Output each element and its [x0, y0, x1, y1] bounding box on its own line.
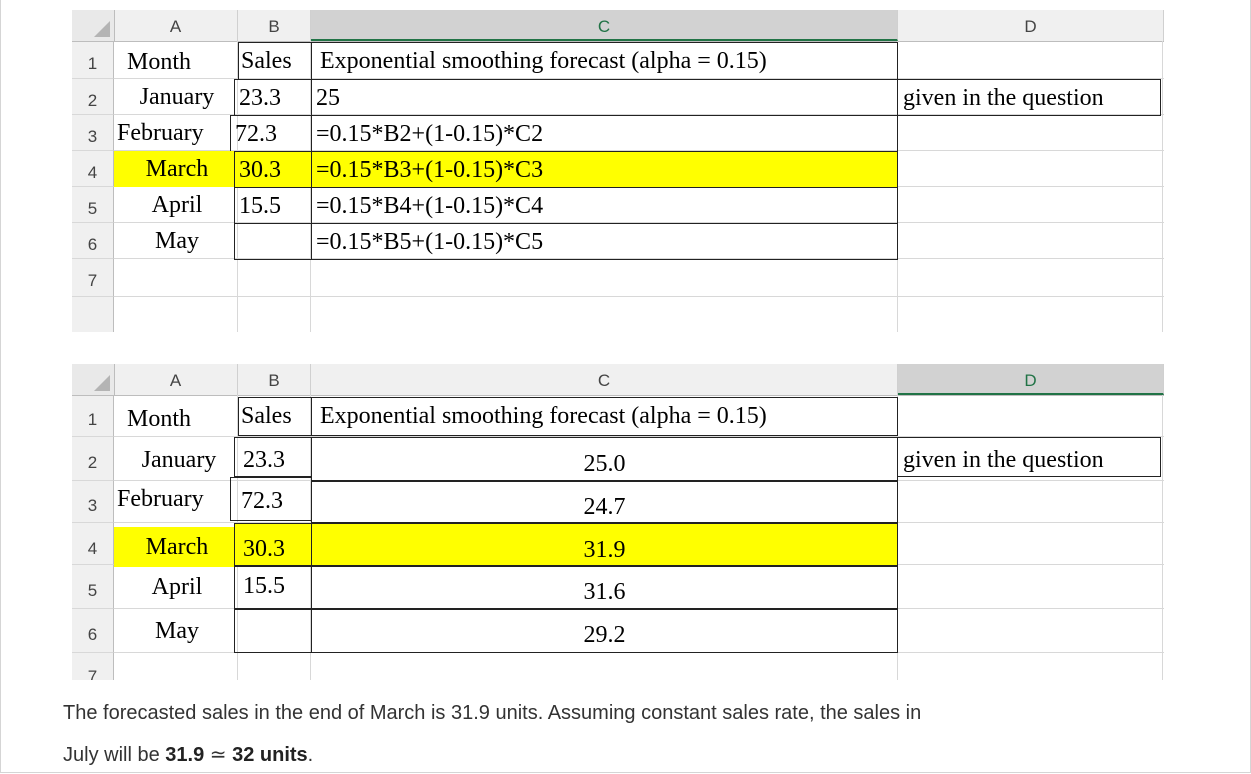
- column-header-a[interactable]: A: [114, 10, 238, 41]
- cell-b1[interactable]: Sales: [238, 42, 312, 80]
- row-header-2[interactable]: 2: [72, 79, 114, 115]
- cell-b6[interactable]: [234, 609, 312, 653]
- cell-b3[interactable]: 72.3: [230, 477, 312, 521]
- explanation-line-2: July will be 31.9 ≃ 32 units.: [63, 742, 313, 767]
- gridline: [114, 436, 1164, 437]
- cell-a3[interactable]: February: [117, 486, 204, 512]
- row-header-4[interactable]: 4: [72, 151, 114, 187]
- cell-c3[interactable]: =0.15*B2+(1-0.15)*C2: [311, 115, 898, 152]
- cell-a1[interactable]: Month: [127, 49, 192, 75]
- rounded-value: 32 units: [232, 744, 308, 766]
- row-header-6[interactable]: 6: [72, 609, 114, 653]
- column-header-b[interactable]: B: [238, 364, 311, 395]
- approx-sign: ≃: [204, 744, 233, 766]
- cell-a1[interactable]: Month: [127, 406, 192, 432]
- cell-a5[interactable]: April: [151, 574, 203, 600]
- cell-c2[interactable]: 25: [311, 79, 898, 116]
- row-header-1[interactable]: 1: [72, 396, 114, 437]
- cell-c1[interactable]: Exponential smoothing forecast (alpha = …: [311, 42, 898, 80]
- row-header-6[interactable]: 6: [72, 223, 114, 259]
- cell-a6[interactable]: May: [155, 618, 199, 644]
- select-all-corner[interactable]: [72, 10, 115, 41]
- forecast-value: 31.9: [165, 744, 205, 766]
- row-header-1[interactable]: 1: [72, 42, 114, 79]
- select-all-triangle-icon: [94, 375, 110, 391]
- cell-d2[interactable]: given in the question: [897, 79, 1161, 116]
- row-header-5[interactable]: 5: [72, 565, 114, 609]
- row-header-3[interactable]: 3: [72, 481, 114, 523]
- cell-b5[interactable]: 15.5: [234, 565, 312, 609]
- cell-d2[interactable]: given in the question: [897, 437, 1161, 477]
- cell-b6[interactable]: [234, 223, 312, 260]
- row-header-7[interactable]: 7: [72, 653, 114, 680]
- cell-c5[interactable]: 31.6: [311, 565, 898, 609]
- select-all-corner[interactable]: [72, 364, 115, 395]
- cell-c4[interactable]: =0.15*B3+(1-0.15)*C3: [311, 151, 898, 188]
- cell-c3[interactable]: 24.7: [311, 481, 898, 523]
- cell-a3[interactable]: February: [117, 120, 204, 146]
- gridline: [114, 78, 1164, 79]
- cell-a4[interactable]: March: [114, 151, 238, 187]
- cell-b4[interactable]: 30.3: [234, 151, 312, 188]
- spreadsheet-formulas: A B C D 1 2 3 4 5 6 7 Month Sales Expone…: [72, 10, 1164, 332]
- cell-c4[interactable]: 31.9: [311, 523, 898, 567]
- cell-b5[interactable]: 15.5: [234, 187, 312, 224]
- gridline: [114, 114, 1164, 115]
- row-header-5[interactable]: 5: [72, 187, 114, 223]
- cell-b2[interactable]: 23.3: [234, 79, 312, 116]
- cell-c2[interactable]: 25.0: [311, 437, 898, 481]
- column-header-a[interactable]: A: [114, 364, 238, 395]
- gridline: [114, 258, 1164, 259]
- row-header-7[interactable]: 7: [72, 259, 114, 297]
- cell-c5[interactable]: =0.15*B4+(1-0.15)*C4: [311, 187, 898, 224]
- gridline: [114, 296, 1164, 297]
- row-header-8: [72, 297, 114, 332]
- cell-b2[interactable]: 23.3: [234, 437, 312, 477]
- cell-c6[interactable]: 29.2: [311, 609, 898, 653]
- cell-b3[interactable]: 72.3: [230, 115, 312, 152]
- select-all-triangle-icon: [94, 21, 110, 37]
- cell-a6[interactable]: May: [155, 228, 199, 254]
- cell-b4[interactable]: 30.3: [234, 523, 312, 567]
- spreadsheet-values: A B C D 1 2 3 4 5 6 7 Month Sales Expone…: [72, 364, 1164, 680]
- cell-a4[interactable]: March: [114, 527, 238, 567]
- cell-a2[interactable]: January: [141, 447, 217, 473]
- cell-c6[interactable]: =0.15*B5+(1-0.15)*C5: [311, 223, 898, 260]
- cell-b1[interactable]: Sales: [238, 397, 312, 436]
- column-header-c[interactable]: C: [311, 10, 898, 41]
- column-header-b[interactable]: B: [238, 10, 311, 41]
- cell-a5[interactable]: April: [151, 192, 203, 218]
- explanation-prefix: July will be: [63, 744, 166, 766]
- explanation-line-1: The forecasted sales in the end of March…: [63, 702, 922, 724]
- row-header-4[interactable]: 4: [72, 523, 114, 565]
- column-header-c[interactable]: C: [311, 364, 898, 395]
- cell-a2[interactable]: January: [139, 84, 215, 110]
- explanation-suffix: .: [307, 744, 314, 766]
- gridline: [1162, 395, 1163, 680]
- gridline: [114, 150, 1164, 151]
- cell-c1[interactable]: Exponential smoothing forecast (alpha = …: [311, 397, 898, 436]
- column-header-d[interactable]: D: [898, 10, 1164, 41]
- row-header-2[interactable]: 2: [72, 437, 114, 481]
- row-header-3[interactable]: 3: [72, 115, 114, 151]
- column-header-d[interactable]: D: [898, 364, 1164, 395]
- gridline: [114, 222, 1164, 223]
